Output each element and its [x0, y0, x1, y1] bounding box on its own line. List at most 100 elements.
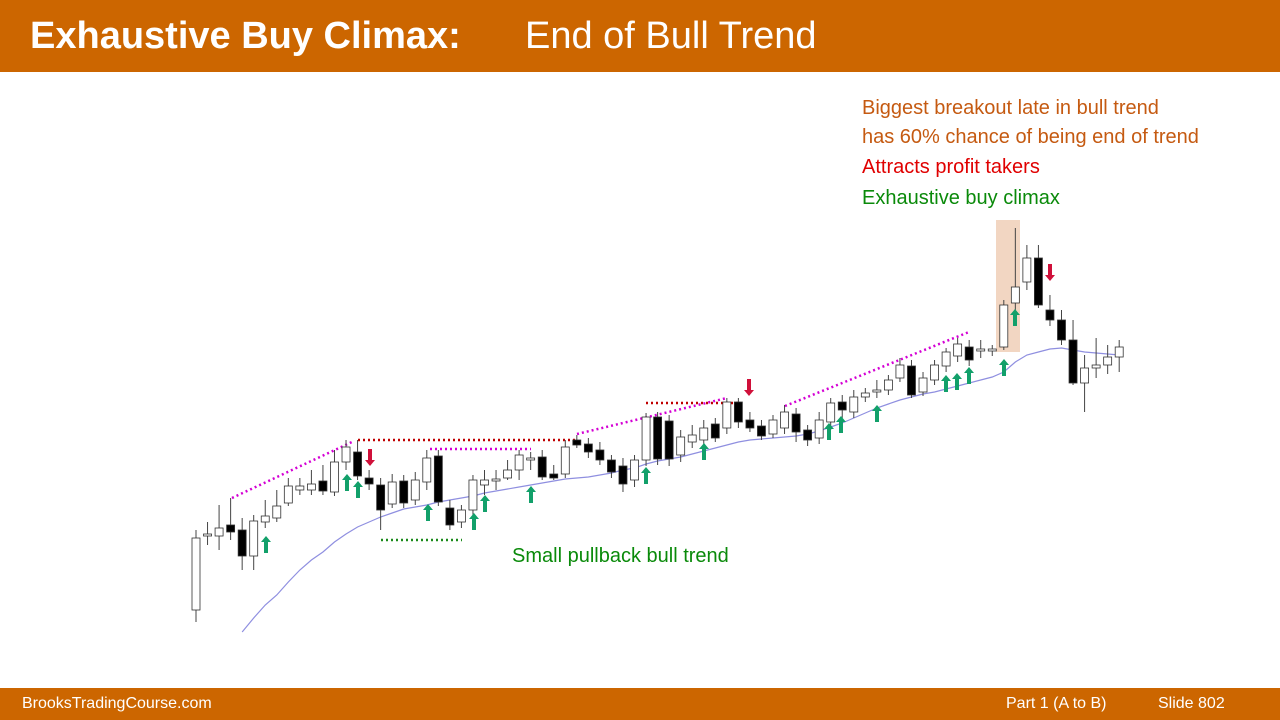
title-bold: Exhaustive Buy Climax:	[30, 15, 461, 57]
candle-body	[941, 351, 951, 367]
up-arrow	[824, 423, 834, 440]
candle-body	[722, 401, 732, 429]
up-arrow	[964, 367, 974, 384]
candle-body	[503, 469, 512, 479]
annotation: Small pullback bull trend	[512, 545, 729, 567]
up-arrow	[699, 443, 709, 460]
up-arrow	[836, 416, 846, 433]
candle-body	[191, 537, 201, 611]
trend-line	[576, 396, 728, 436]
candle-body	[468, 479, 478, 511]
candle-body	[895, 364, 905, 379]
annotation: Biggest breakout late in bull trend	[862, 97, 1159, 119]
annotation: Attracts profit takers	[862, 156, 1040, 178]
up-arrow	[641, 467, 651, 484]
candle-body	[549, 473, 559, 479]
up-arrow	[342, 474, 352, 491]
candle-body	[884, 379, 893, 391]
up-arrow	[469, 513, 479, 530]
candle-body	[1010, 286, 1020, 304]
trend-line	[231, 440, 353, 500]
candle-body	[860, 392, 870, 398]
footer-site: BrooksTradingCourse.com	[22, 695, 212, 712]
candle-body	[410, 479, 420, 501]
candle-body	[318, 480, 328, 492]
candle-body	[422, 457, 432, 483]
candle-body	[803, 429, 813, 441]
candle-body	[1057, 319, 1066, 341]
candle-body	[260, 515, 270, 523]
candle-body	[826, 402, 836, 423]
footer-slide: Slide 802	[1158, 695, 1225, 712]
candle-body	[237, 529, 247, 557]
candle-body	[1022, 257, 1032, 283]
candle-body	[757, 425, 766, 437]
candle-body	[514, 454, 524, 471]
candle-body	[306, 483, 316, 491]
title-rest: End of Bull Trend	[525, 15, 817, 57]
candle-body	[583, 443, 593, 453]
candle-body	[676, 436, 686, 456]
candle-body	[918, 377, 928, 393]
candle-body	[953, 343, 963, 357]
candle-body	[480, 479, 489, 486]
up-arrow	[423, 504, 433, 521]
footer-part: Part 1 (A to B)	[1006, 695, 1107, 712]
candle-body	[1080, 367, 1089, 384]
header: Exhaustive Buy Climax: End of Bull Trend	[0, 0, 1280, 72]
candle-body	[664, 420, 674, 460]
candle-body	[733, 401, 743, 423]
candle-body	[814, 419, 824, 439]
candle-body	[687, 434, 697, 443]
candle-body	[387, 481, 397, 505]
candle-body	[272, 505, 282, 519]
candle-body	[653, 416, 662, 460]
candle-body	[907, 365, 916, 396]
candle-body	[491, 478, 501, 482]
candle-body	[976, 348, 986, 352]
trend-line	[784, 330, 970, 408]
candle-body	[987, 348, 997, 352]
candle-body	[595, 449, 605, 461]
candle-body	[618, 465, 628, 485]
up-arrow	[952, 373, 962, 390]
candle-body	[930, 364, 939, 381]
candle-body	[226, 524, 236, 533]
candle-body	[445, 507, 455, 526]
candle-body	[780, 411, 789, 429]
candle-body	[364, 477, 374, 485]
candle-body	[457, 509, 466, 523]
up-arrow	[999, 359, 1009, 376]
candle-body	[433, 455, 443, 503]
candle-body	[572, 439, 582, 446]
moving-average	[241, 347, 1120, 633]
up-arrow	[480, 495, 490, 512]
candle-body	[249, 520, 259, 557]
candle-body	[376, 484, 386, 511]
candle-body	[330, 461, 339, 493]
footer: BrooksTradingCourse.com Part 1 (A to B) …	[0, 688, 1280, 720]
candle-body	[1068, 339, 1078, 384]
candle-body	[849, 396, 859, 413]
up-arrow	[941, 375, 951, 392]
candle-body	[745, 419, 755, 429]
candle-body	[964, 346, 974, 361]
candle-body	[283, 485, 293, 504]
candle-body	[295, 485, 305, 491]
candle-body	[537, 456, 547, 478]
candle-body	[699, 427, 709, 441]
candle-body	[1034, 257, 1043, 306]
candle-body	[791, 413, 801, 433]
candle-body	[341, 446, 351, 463]
candles	[191, 228, 1124, 633]
candle-body	[214, 527, 224, 537]
candle-body	[560, 446, 570, 475]
candle-body	[353, 451, 362, 477]
up-arrow	[872, 405, 882, 422]
up-arrow	[353, 481, 363, 498]
candle-body	[872, 389, 882, 393]
signal-arrows	[261, 264, 1055, 553]
candle-body	[999, 304, 1009, 348]
candle-body	[710, 423, 720, 439]
candle-body	[526, 457, 536, 461]
